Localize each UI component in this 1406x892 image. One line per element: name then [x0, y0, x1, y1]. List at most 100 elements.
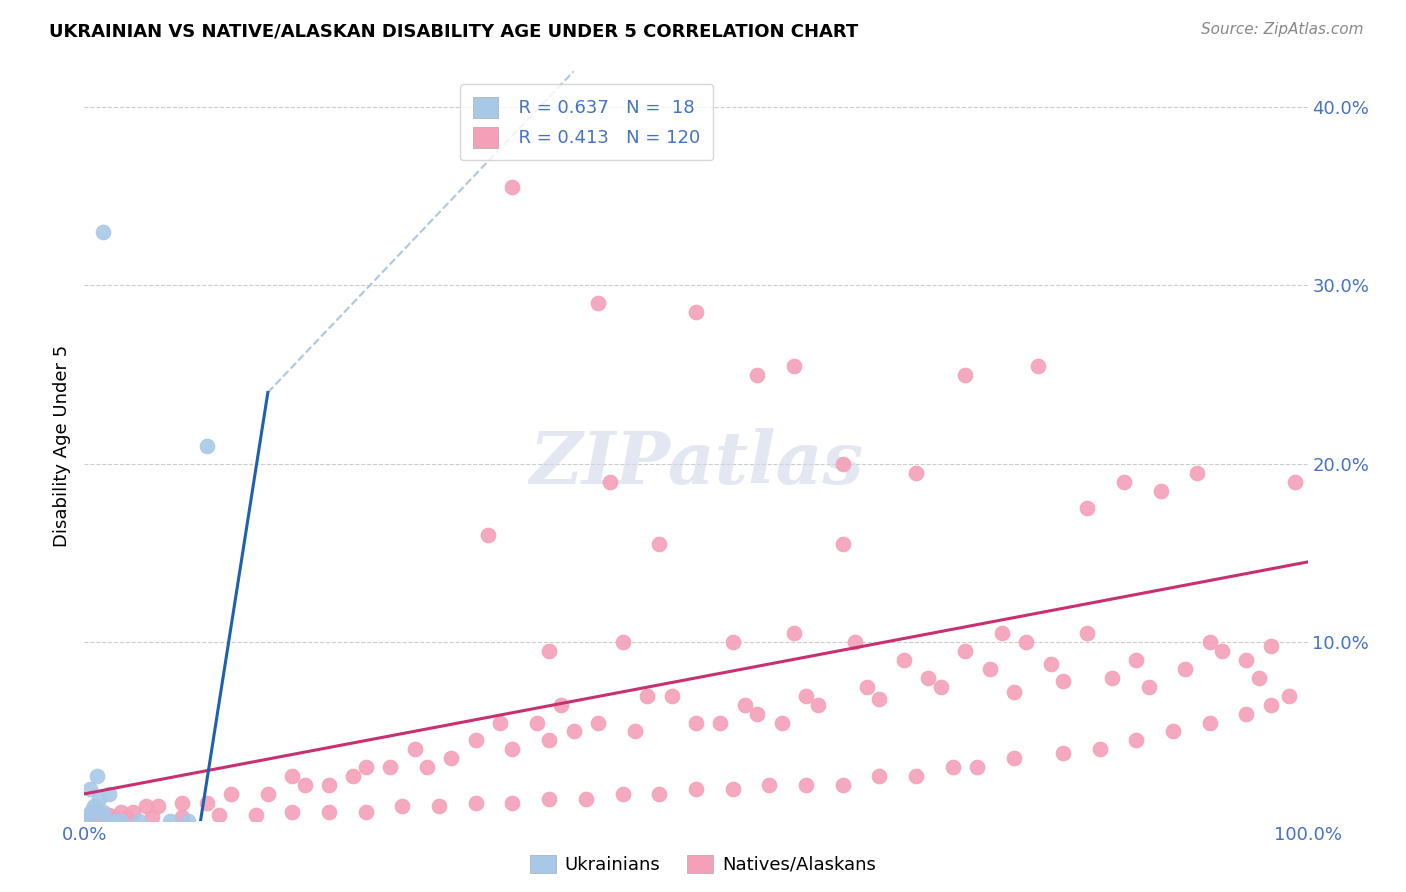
Point	[79, 810, 101, 824]
Point	[831, 537, 853, 551]
Point	[979, 662, 1001, 676]
Point	[172, 796, 194, 810]
Point	[1039, 657, 1062, 671]
Point	[342, 769, 364, 783]
Point	[794, 778, 817, 792]
Text: UKRAINIAN VS NATIVE/ALASKAN DISABILITY AGE UNDER 5 CORRELATION CHART: UKRAINIAN VS NATIVE/ALASKAN DISABILITY A…	[49, 22, 859, 40]
Point	[76, 814, 98, 828]
Point	[91, 805, 114, 819]
Point	[208, 808, 231, 822]
Point	[1137, 680, 1160, 694]
Point	[538, 644, 561, 658]
Point	[1236, 706, 1258, 721]
Point	[526, 715, 548, 730]
Point	[783, 626, 806, 640]
Point	[648, 787, 671, 801]
Point	[464, 733, 486, 747]
Point	[110, 814, 132, 828]
Point	[917, 671, 939, 685]
Point	[1260, 698, 1282, 712]
Point	[991, 626, 1014, 640]
Point	[86, 769, 108, 783]
Point	[562, 724, 585, 739]
Point	[1260, 639, 1282, 653]
Point	[612, 787, 634, 801]
Point	[575, 792, 598, 806]
Point	[440, 751, 463, 765]
Point	[661, 689, 683, 703]
Point	[257, 787, 280, 801]
Point	[427, 799, 450, 814]
Point	[83, 799, 105, 814]
Point	[1002, 685, 1025, 699]
Point	[380, 760, 402, 774]
Point	[281, 805, 304, 819]
Point	[905, 769, 928, 783]
Point	[1002, 751, 1025, 765]
Point	[122, 805, 145, 819]
Point	[550, 698, 572, 712]
Point	[942, 760, 965, 774]
Point	[177, 814, 200, 828]
Point	[1247, 671, 1270, 685]
Point	[685, 781, 707, 796]
Point	[477, 528, 499, 542]
Point	[141, 810, 163, 824]
Point	[856, 680, 879, 694]
Point	[86, 810, 108, 824]
Point	[624, 724, 647, 739]
Point	[685, 305, 707, 319]
Point	[1076, 501, 1098, 516]
Point	[929, 680, 952, 694]
Point	[1211, 644, 1233, 658]
Point	[172, 810, 194, 824]
Point	[404, 742, 426, 756]
Point	[354, 805, 377, 819]
Point	[758, 778, 780, 792]
Point	[1187, 466, 1209, 480]
Point	[464, 796, 486, 810]
Point	[110, 805, 132, 819]
Point	[636, 689, 658, 703]
Point	[502, 180, 524, 194]
Point	[586, 715, 609, 730]
Point	[1278, 689, 1301, 703]
Point	[953, 644, 976, 658]
Point	[294, 778, 316, 792]
Point	[1125, 733, 1147, 747]
Point	[685, 715, 707, 730]
Point	[79, 781, 101, 796]
Point	[1198, 635, 1220, 649]
Point	[416, 760, 439, 774]
Point	[599, 475, 621, 489]
Point	[1052, 674, 1074, 689]
Point	[1236, 653, 1258, 667]
Point	[869, 769, 891, 783]
Point	[770, 715, 793, 730]
Point	[953, 368, 976, 382]
Point	[128, 814, 150, 828]
Point	[1174, 662, 1197, 676]
Point	[104, 814, 127, 828]
Legend: Ukrainians, Natives/Alaskans: Ukrainians, Natives/Alaskans	[522, 846, 884, 883]
Point	[219, 787, 242, 801]
Point	[1114, 475, 1136, 489]
Point	[489, 715, 512, 730]
Point	[104, 810, 127, 824]
Point	[893, 653, 915, 667]
Point	[1101, 671, 1123, 685]
Point	[966, 760, 988, 774]
Point	[135, 799, 157, 814]
Point	[281, 769, 304, 783]
Point	[1028, 359, 1050, 373]
Point	[1052, 746, 1074, 760]
Point	[1150, 483, 1173, 498]
Point	[1015, 635, 1038, 649]
Point	[96, 814, 118, 828]
Point	[245, 808, 267, 822]
Point	[734, 698, 756, 712]
Point	[115, 810, 138, 824]
Point	[77, 808, 100, 822]
Point	[91, 225, 114, 239]
Point	[87, 792, 110, 806]
